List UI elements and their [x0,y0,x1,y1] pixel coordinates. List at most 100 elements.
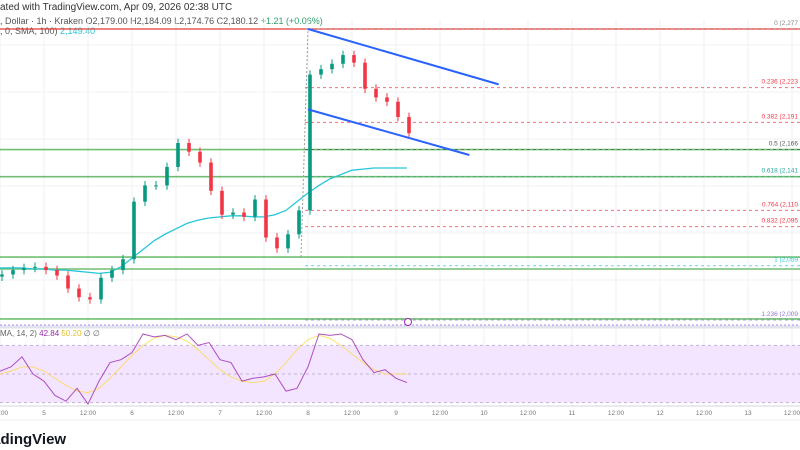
rsi-label: MA, 14, 2) [0,329,37,338]
candle [0,270,4,281]
candle [341,50,345,69]
candle-body [319,69,323,75]
time-axis-label: 12:00 [0,410,9,417]
symbol-name: , Dollar · 1h · Kraken [0,16,84,26]
candle-body [154,185,158,187]
candle [187,138,191,157]
rsi-ma-value: 50.20 [61,329,82,338]
candle [165,162,169,190]
candle [319,64,323,79]
candle-body [363,62,367,89]
candle-body [297,210,301,235]
candle [176,138,180,172]
time-axis-label: 7 [218,410,222,417]
candle [253,195,257,222]
candle-body [253,199,257,217]
time-axis-label: 12 [656,410,664,417]
candle-body [88,297,92,300]
candle [88,292,92,304]
time-axis-label: 10 [480,410,488,417]
time-axis-label: 12:00 [168,410,185,417]
candle [275,233,279,253]
candle-body [143,185,147,202]
time-axis-label: 12:00 [520,410,537,417]
candle-body [220,190,224,215]
candle [396,97,400,122]
candle-body [385,97,389,102]
candle [143,181,147,207]
ohlc-values: O2,179.00 H2,184.09 L2,174.76 C2,180.12 [85,16,259,26]
candle [121,254,125,275]
candle-body [176,143,180,167]
candle [132,197,136,264]
alert-marker-icon [404,318,412,326]
candle [308,70,312,215]
candle [330,59,334,74]
fib-level-label: 0 (2,277 [774,20,798,27]
candle-body [33,266,37,268]
fib-anchor-line [300,28,309,258]
symbol-legend: , Dollar · 1h · Kraken O2,179.00 H2,184.… [0,16,323,26]
time-axis-label: 11 [569,410,576,417]
candle-body [374,88,378,98]
time-axis-label: 12:00 [784,410,800,417]
candle-body [11,270,15,275]
candle [22,263,26,275]
candle [33,262,37,273]
candle-body [22,267,26,271]
time-axis-label: 13 [744,410,752,417]
price-change: +1.21 (+0.06%) [260,16,323,26]
candle [66,271,70,293]
candle [264,195,268,242]
candle [286,229,290,253]
time-axis-label: 12:00 [432,410,449,417]
time-axis-label: 9 [394,410,398,417]
candle [44,262,48,275]
candle [77,284,81,302]
candle-body [165,166,169,186]
candle-body [407,116,411,134]
time-axis-label: 5 [42,410,46,417]
candle-body [132,201,136,260]
sma-100-line [0,167,407,275]
candle-body [44,266,48,271]
candle-body [341,55,345,64]
rsi-value: 42.84 [39,329,60,338]
fib-level-label: 0.5 (2,166 [769,141,799,148]
candle [198,147,202,167]
time-axis-label: 12:00 [256,410,273,417]
time-axis-label: 12:00 [80,410,97,417]
candle [99,273,103,304]
candle [220,186,224,220]
channel-trendline [307,28,499,86]
candle [231,208,235,220]
fib-level-label: 0.382 (2,191 [761,113,798,120]
published-caption: ated with TradingView.com, Apr 09, 2026 … [0,2,233,13]
candle-body [264,199,268,238]
candle-body [231,212,235,215]
candle [110,265,114,283]
candle-body [121,259,125,271]
tradingview-logo: TradingView [0,431,67,448]
rsi-legend: MA, 14, 2) 42.84 50.20 ∅ ∅ [0,329,100,338]
candle-body [187,143,191,152]
fib-level-label: 0.236 (2,223 [761,79,798,86]
time-axis-label: 12:00 [344,410,361,417]
candle-body [0,274,4,277]
candle-body [66,275,70,289]
fib-level-label: 0.764 (2,110 [762,201,798,208]
candle-body [275,237,279,249]
candle [154,181,158,190]
candle-body [198,151,202,163]
candle-body [308,74,312,211]
candle [352,50,356,68]
fib-level-label: 1.236 (2,009 [761,311,798,318]
time-axis-label: 8 [306,410,310,417]
time-axis-label: 6 [130,410,134,417]
candle-body [396,101,400,117]
candle-body [330,63,334,70]
candle [297,206,301,239]
candle-body [77,288,81,298]
candle-body [99,277,103,300]
